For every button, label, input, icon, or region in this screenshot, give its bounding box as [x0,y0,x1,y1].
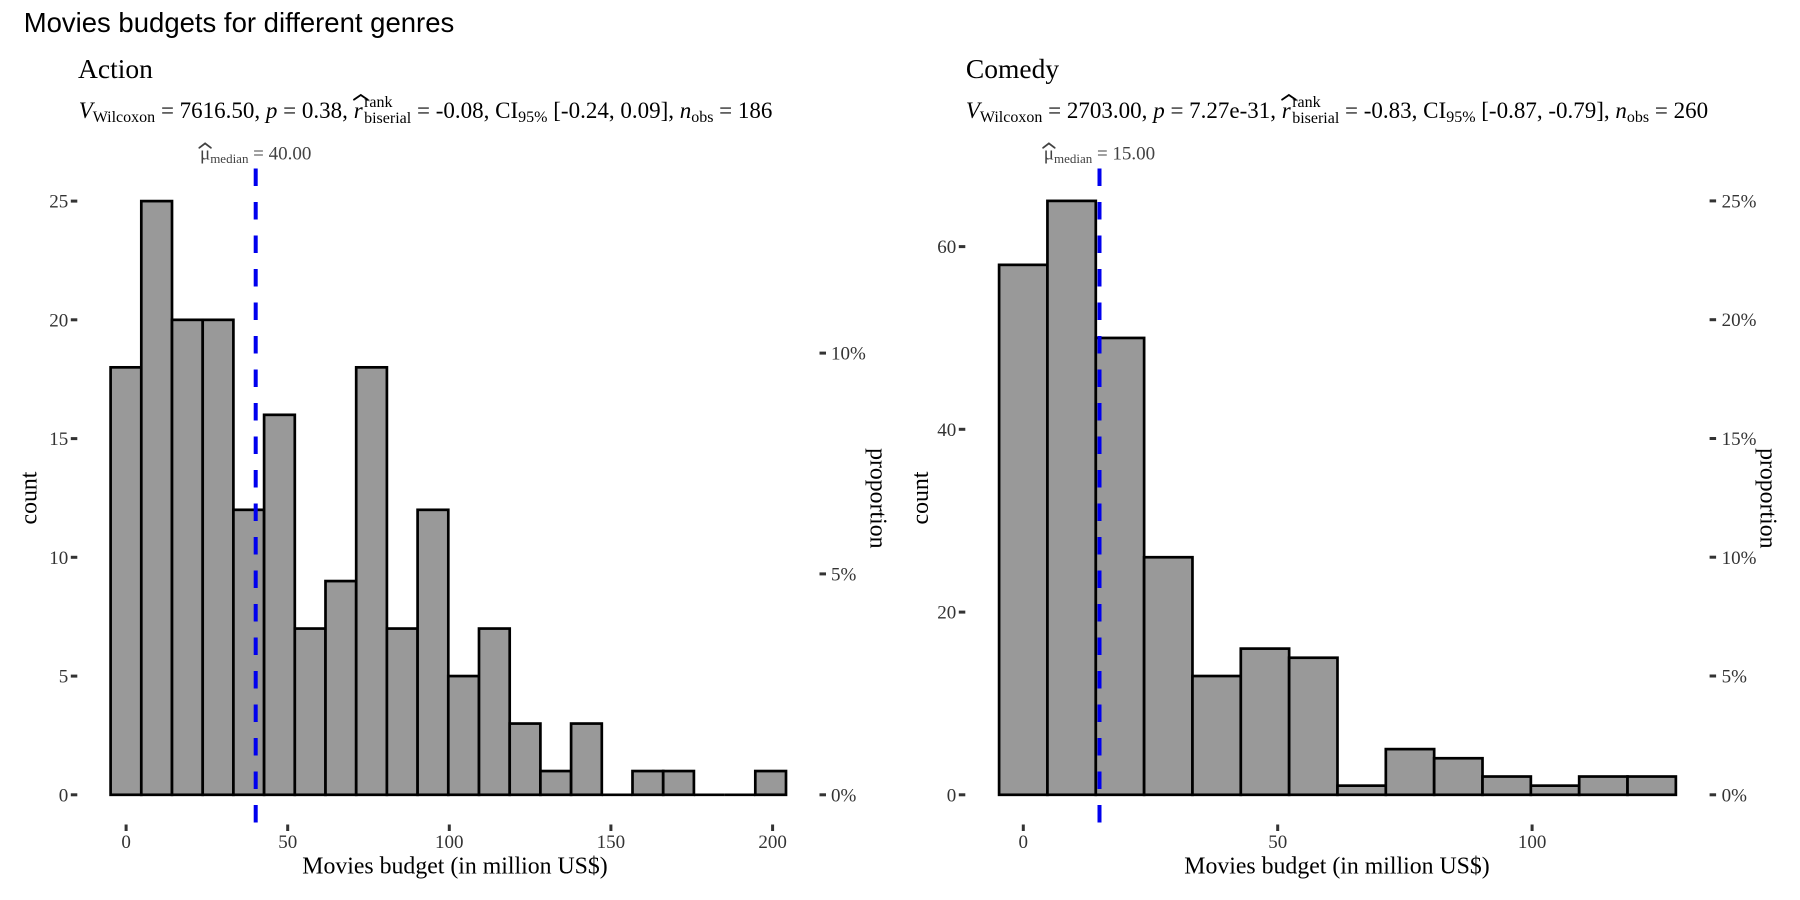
svg-text:median: median [210,151,249,166]
svg-text:n: n [1615,98,1627,123]
svg-text:0: 0 [1019,832,1029,853]
svg-text:r: r [1282,98,1292,123]
svg-text:proportion: proportion [1755,448,1781,549]
svg-text:40: 40 [937,420,956,441]
svg-text:p: p [1151,98,1165,123]
svg-text:= 2703.00,: = 2703.00, [1042,98,1153,123]
svg-text:60: 60 [937,237,956,258]
svg-text:μ: μ [1044,144,1054,165]
svg-text:0: 0 [947,785,957,806]
svg-text:15: 15 [49,429,68,450]
svg-text:median: median [1054,151,1093,166]
svg-text:[-0.24, 0.09],: [-0.24, 0.09], [548,98,680,123]
svg-text:0%: 0% [1722,785,1748,806]
svg-text:10%: 10% [831,344,866,365]
svg-text:Comedy: Comedy [966,53,1059,84]
svg-text:μ: μ [200,144,210,165]
svg-text:20%: 20% [1722,310,1757,331]
svg-text:obs: obs [1627,109,1649,126]
svg-text:5%: 5% [831,565,857,586]
svg-text:5%: 5% [1722,667,1748,688]
svg-text:95%: 95% [1446,109,1475,126]
svg-text:= 260: = 260 [1649,98,1708,123]
svg-text:0%: 0% [831,785,857,806]
svg-text:20: 20 [937,603,956,624]
svg-text:150: 150 [597,832,626,853]
svg-text:biserial: biserial [1292,110,1340,127]
svg-text:= 15.00: = 15.00 [1092,144,1155,165]
svg-text:= 40.00: = 40.00 [248,144,311,165]
svg-text:p: p [264,98,278,123]
svg-text:50: 50 [1268,832,1287,853]
svg-text:n: n [680,98,692,123]
svg-text:25%: 25% [1722,191,1757,212]
svg-text:rank: rank [1292,94,1320,111]
svg-text:obs: obs [691,109,713,126]
svg-text:Wilcoxon: Wilcoxon [93,109,155,126]
svg-text:95%: 95% [518,109,547,126]
svg-text:= -0.83, CI: = -0.83, CI [1339,98,1446,123]
svg-text:5: 5 [59,667,69,688]
svg-text:10%: 10% [1722,548,1757,569]
svg-text:count: count [16,471,42,524]
svg-text:= -0.08, CI: = -0.08, CI [411,98,518,123]
svg-text:Wilcoxon: Wilcoxon [980,109,1042,126]
svg-text:25: 25 [49,192,68,213]
svg-text:100: 100 [435,832,464,853]
svg-text:V: V [79,98,96,123]
svg-text:count: count [908,471,934,524]
svg-text:200: 200 [758,832,787,853]
svg-text:0: 0 [59,785,69,806]
svg-text:Movies budget (in million US$): Movies budget (in million US$) [302,854,607,880]
svg-text:V: V [966,98,983,123]
svg-text:Action: Action [78,53,153,84]
svg-text:r: r [354,98,364,123]
svg-text:50: 50 [278,832,297,853]
svg-text:20: 20 [49,310,68,331]
svg-text:proportion: proportion [865,448,891,549]
svg-text:= 0.38,: = 0.38, [277,98,353,123]
svg-text:Movies budget (in million US$): Movies budget (in million US$) [1184,854,1489,880]
svg-text:= 7.27e-31,: = 7.27e-31, [1165,98,1282,123]
svg-text:15%: 15% [1722,429,1757,450]
svg-text:rank: rank [364,94,392,111]
svg-text:Movies budgets for different g: Movies budgets for different genres [24,7,455,38]
svg-text:= 186: = 186 [713,98,772,123]
svg-text:[-0.87, -0.79],: [-0.87, -0.79], [1476,98,1616,123]
svg-text:= 7616.50,: = 7616.50, [155,98,266,123]
svg-text:biserial: biserial [364,110,412,127]
svg-text:100: 100 [1518,832,1547,853]
svg-text:10: 10 [49,548,68,569]
svg-text:0: 0 [121,832,131,853]
